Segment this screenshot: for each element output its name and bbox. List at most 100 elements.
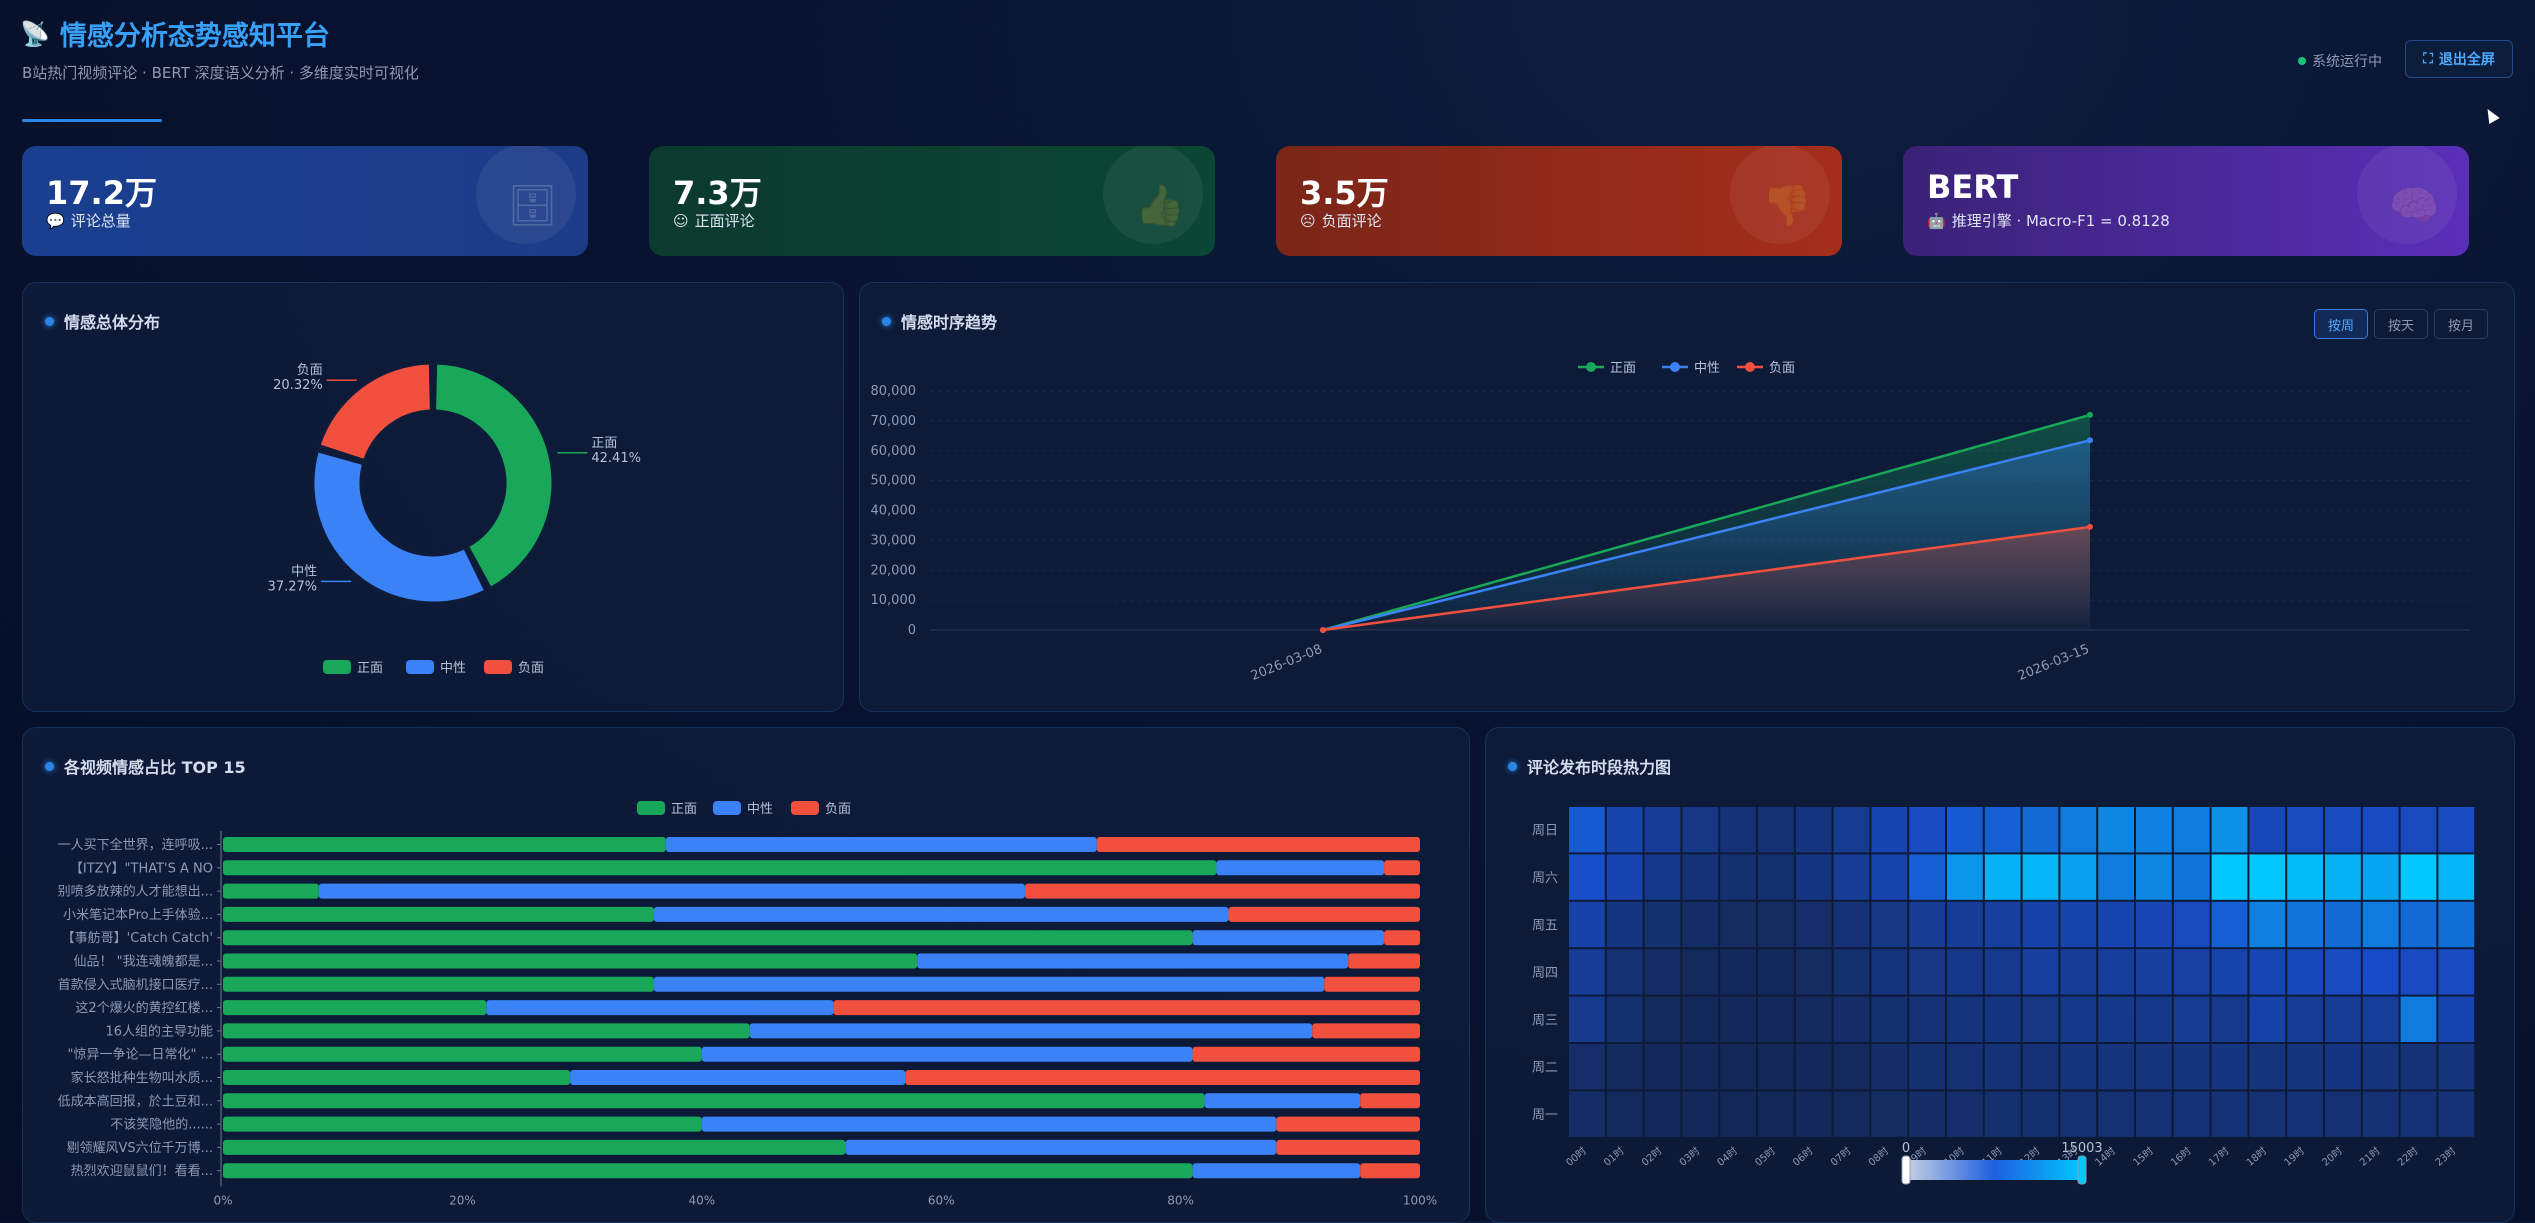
heatmap-cell	[1682, 807, 1719, 853]
bar-segment-1	[701, 1116, 1277, 1132]
heatmap-cell	[2438, 854, 2475, 900]
data-point	[2087, 523, 2093, 530]
heatmap-cell	[2249, 854, 2286, 900]
title-underline	[22, 119, 162, 122]
heatmap-cell	[1909, 1091, 1945, 1137]
heatmap-col-label: 23时	[2433, 1145, 2458, 1169]
heatmap-cell	[1795, 1044, 1832, 1090]
monthly-button[interactable]: 按月	[2434, 309, 2488, 339]
bar-segment-0	[223, 906, 654, 922]
heatmap-cell	[1758, 1091, 1794, 1137]
panel-title: 情感时序趋势	[882, 309, 997, 333]
heatmap-cell	[2211, 807, 2248, 853]
heatmap-cell	[2136, 949, 2172, 995]
heatmap-cell	[2438, 807, 2475, 853]
bullet-icon	[1508, 761, 1517, 771]
heatmap-cell	[2325, 854, 2361, 900]
visual-map-handle-min[interactable]	[1901, 1155, 1911, 1185]
category-label: 【事舫哥】'Catch Catch'	[62, 930, 213, 946]
heatmap-cell	[2022, 807, 2059, 853]
heatmap-cell	[1909, 1044, 1945, 1090]
smile-icon: ☺	[673, 211, 689, 230]
brain-icon: 🧠	[2389, 183, 2439, 229]
bar-segment-1	[917, 953, 1349, 969]
heatmap-col-label: 02时	[1639, 1145, 1664, 1169]
visual-map-min-label: 0	[1902, 1141, 1910, 1156]
exit-fullscreen-button[interactable]: ⛶ 退出全屏	[2405, 40, 2513, 78]
heatmap-cell	[2060, 1091, 2097, 1137]
kpi-card-model: 🧠 BERT 🤖 推理引擎 · Macro-F1 = 0.8128	[1903, 146, 2469, 256]
bar-segment-1	[749, 1023, 1313, 1039]
heatmap-cell	[1644, 1091, 1681, 1137]
legend-swatch-0	[323, 660, 351, 674]
category-label: 低成本高回报，於土豆和...	[58, 1093, 213, 1109]
heatmap-row-label: 周日	[1532, 824, 1558, 839]
heatmap-cell	[1871, 854, 1908, 900]
page-subtitle: B站热门视频评论 · BERT 深度语义分析 · 多维度实时可视化	[22, 64, 419, 82]
y-tick-label: 60,000	[871, 444, 917, 459]
visual-map-bar	[1906, 1160, 2082, 1180]
legend-label-2: 负面	[1769, 361, 1795, 376]
x-tick-label: 40%	[688, 1194, 715, 1208]
heatmap-cell	[2400, 1091, 2437, 1137]
bar-segment-2	[1360, 1163, 1420, 1179]
heatmap-col-label: 03时	[1677, 1145, 1702, 1169]
x-tick-label: 2026-03-15	[2016, 642, 2092, 684]
heatmap-cell	[2098, 807, 2134, 853]
visual-map-handle-max[interactable]	[2077, 1155, 2087, 1185]
heatmap-cell	[2173, 901, 2210, 948]
heatmap-cell	[1984, 901, 2021, 948]
heatmap-cell	[1720, 996, 1756, 1042]
daily-button[interactable]: 按天	[2374, 309, 2428, 339]
data-point	[2087, 437, 2093, 444]
heatmap-col-label: 17时	[2206, 1145, 2231, 1169]
heatmap-cell	[2098, 1091, 2134, 1137]
bar-segment-2	[1024, 883, 1420, 899]
heatmap-cell	[2438, 1091, 2475, 1137]
bar-segment-0	[223, 953, 918, 969]
heatmap-cell	[1606, 901, 1643, 948]
bar-segment-2	[1384, 930, 1420, 946]
bar-segment-2	[1228, 906, 1420, 922]
comments-icon: 💬	[46, 211, 65, 230]
heatmap-cell	[1720, 854, 1756, 900]
legend-swatch-1	[406, 660, 434, 674]
heatmap-cell	[2362, 996, 2399, 1042]
kpi-label-text: 推理引擎 · Macro-F1 = 0.8128	[1951, 212, 2170, 230]
heatmap-cell	[2060, 854, 2097, 900]
heatmap-cell	[1795, 901, 1832, 948]
heatmap-cell	[1644, 949, 1681, 995]
heatmap-row-label: 周一	[1532, 1108, 1558, 1123]
heatmap-cell	[1871, 949, 1908, 995]
weekly-button[interactable]: 按周	[2314, 309, 2368, 339]
heatmap-cell	[1833, 901, 1870, 948]
heatmap-cell	[2136, 901, 2172, 948]
x-tick-label: 100%	[1403, 1194, 1437, 1208]
bar-segment-0	[223, 883, 319, 899]
heatmap-cell	[1795, 854, 1832, 900]
heatmap-cell	[2325, 949, 2361, 995]
heatmap-cell	[1720, 949, 1756, 995]
bar-segment-2	[1192, 1046, 1420, 1062]
visual-map-max-label: 15003	[2061, 1141, 2102, 1156]
heatmap-cell	[2173, 996, 2210, 1042]
category-label: 16人组的主导功能	[105, 1023, 213, 1039]
heatmap-cell	[2362, 949, 2399, 995]
heatmap-cell	[2362, 854, 2399, 900]
legend-label-2: 负面	[825, 802, 851, 817]
card-decoration	[1730, 146, 1830, 244]
heatmap-cell	[2022, 949, 2059, 995]
bar-segment-2	[1276, 1116, 1420, 1132]
kpi-label: 🤖 推理引擎 · Macro-F1 = 0.8128	[1927, 210, 2170, 231]
heatmap-cell	[1947, 1044, 1983, 1090]
card-decoration	[2357, 146, 2457, 244]
y-tick-label: 40,000	[871, 504, 917, 519]
heatmap-cell	[2325, 901, 2361, 948]
heatmap-cell	[2136, 854, 2172, 900]
heatmap-cell	[2287, 1091, 2323, 1137]
x-tick-label: 2026-03-08	[1249, 642, 1325, 684]
heatmap-cell	[2211, 901, 2248, 948]
bar-segment-0	[223, 1093, 1205, 1109]
kpi-label: ☺ 正面评论	[673, 210, 755, 231]
heatmap-row-label: 周五	[1532, 919, 1558, 934]
